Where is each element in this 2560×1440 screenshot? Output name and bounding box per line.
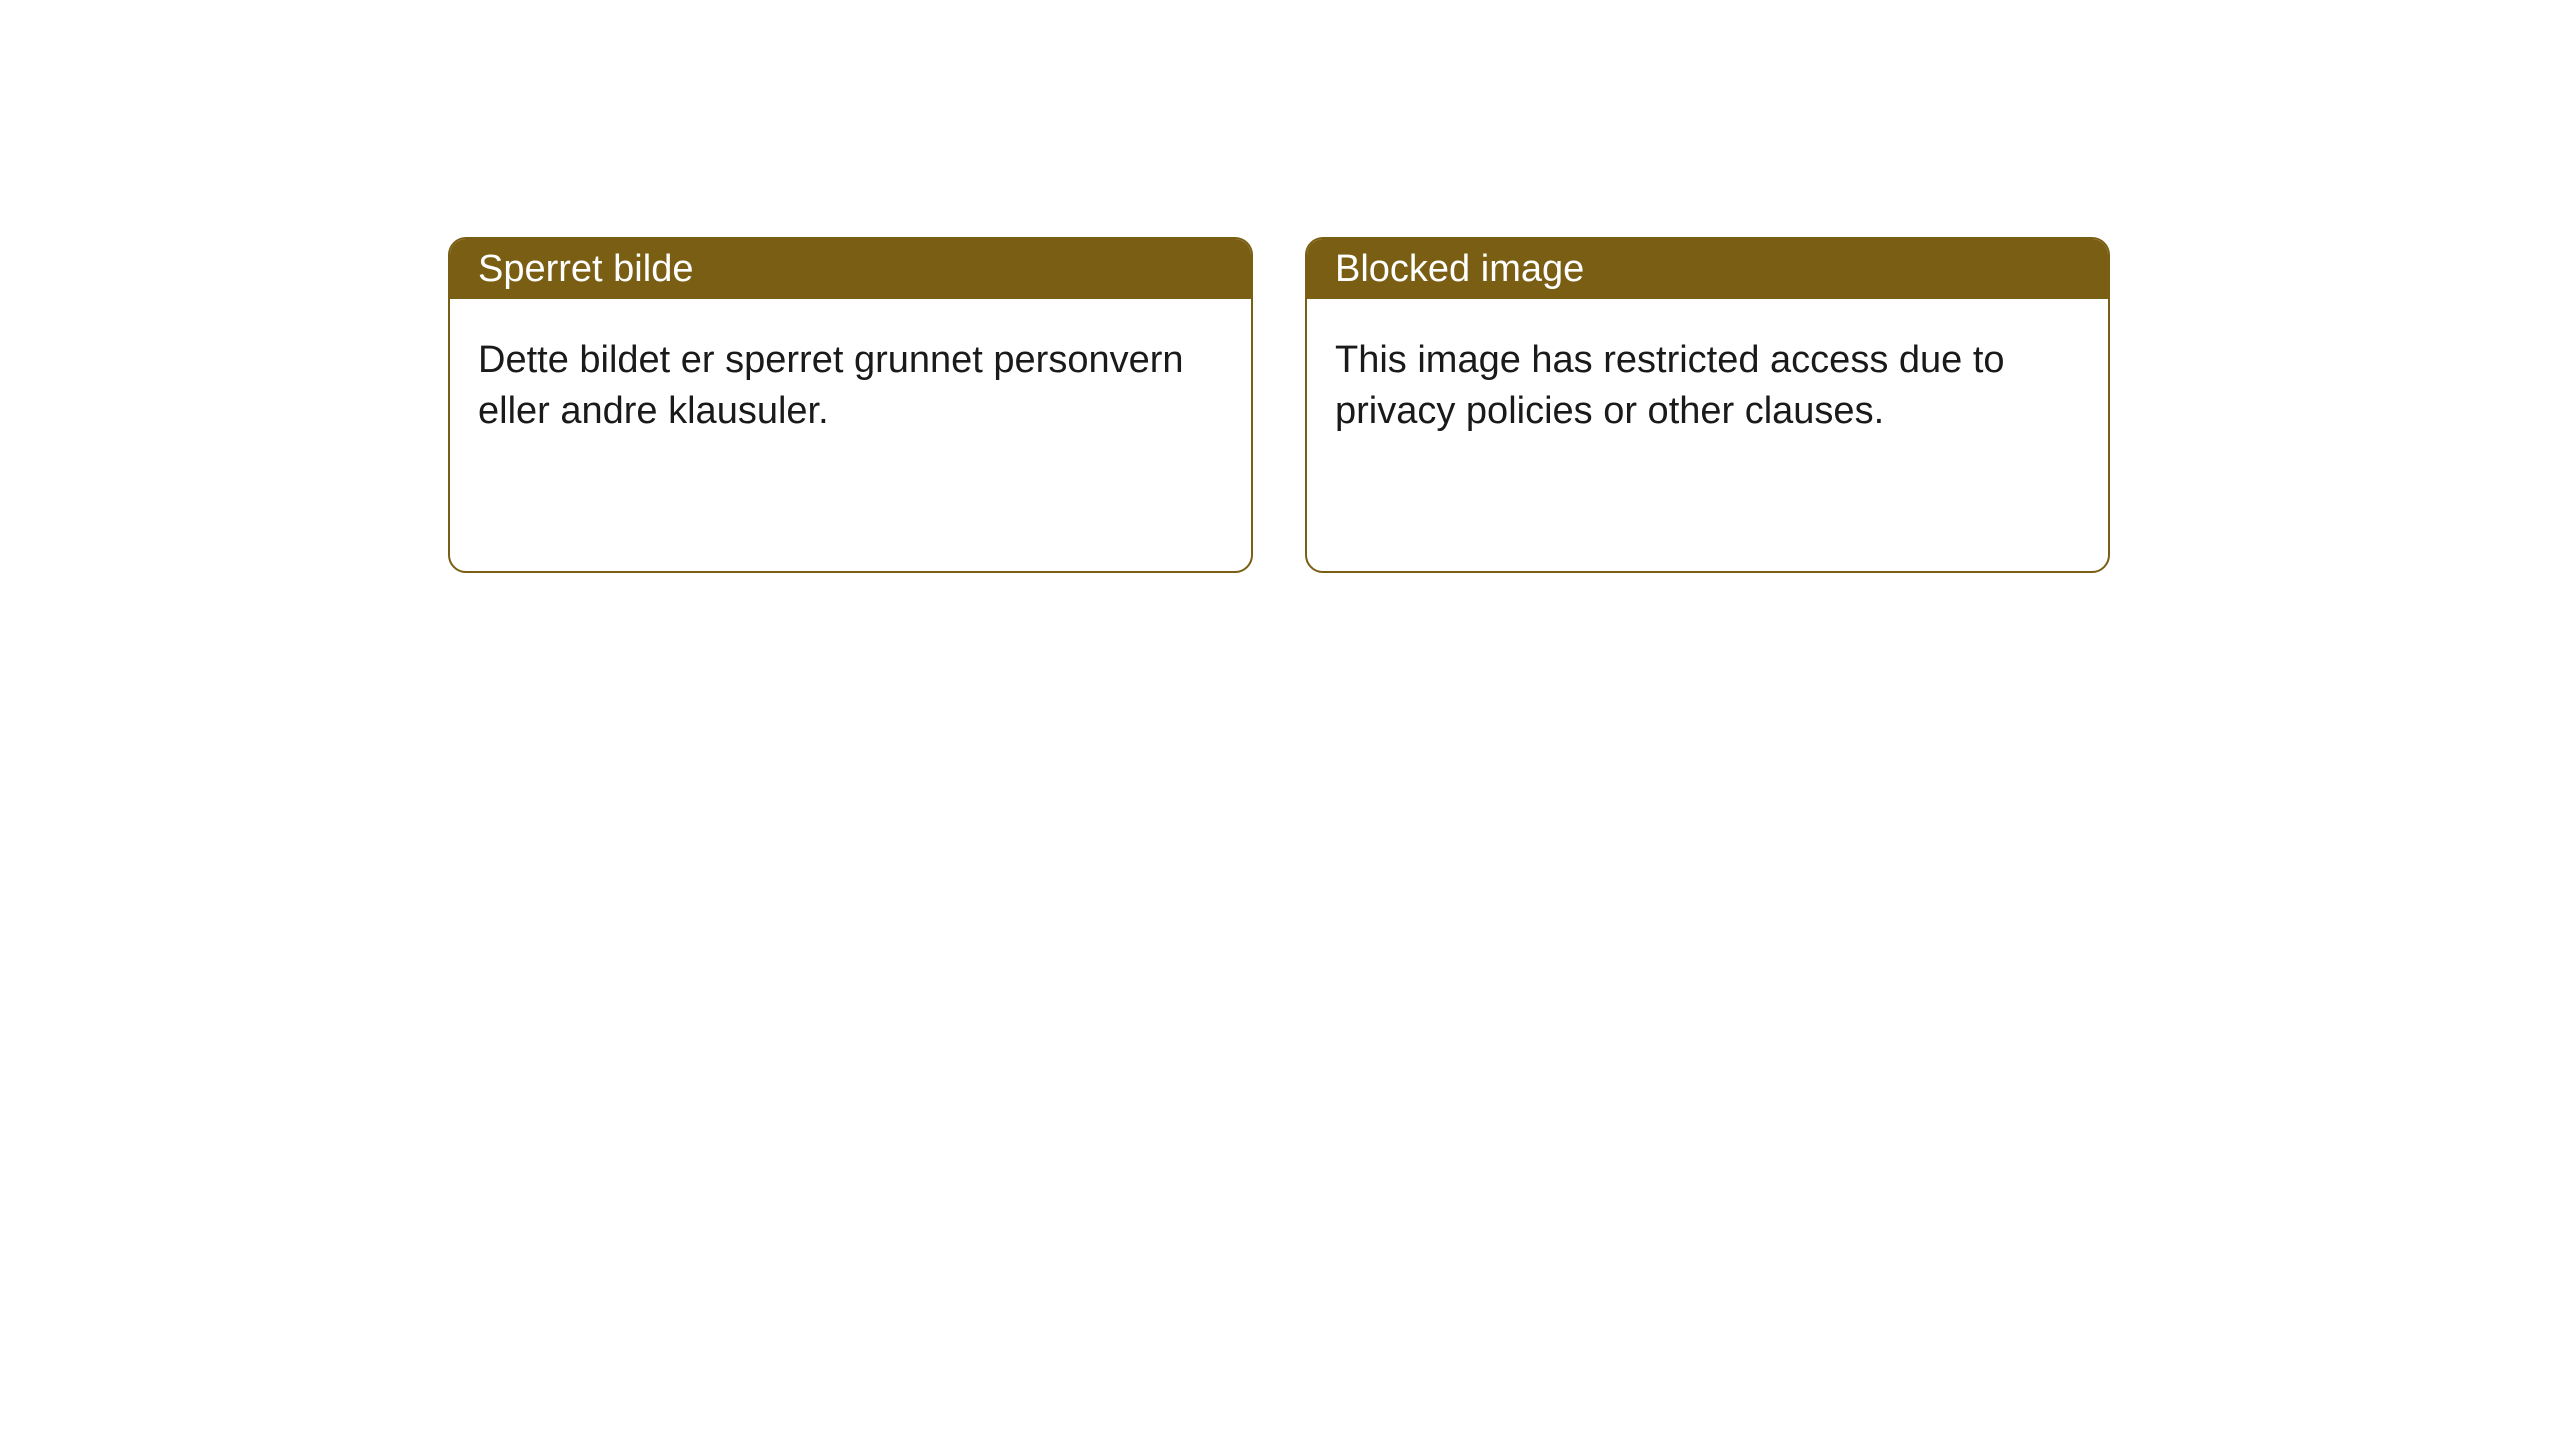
notice-header: Blocked image xyxy=(1307,239,2108,299)
notice-header: Sperret bilde xyxy=(450,239,1251,299)
notice-container: Sperret bilde Dette bildet er sperret gr… xyxy=(0,0,2560,573)
notice-body: Dette bildet er sperret grunnet personve… xyxy=(450,299,1251,474)
notice-card-english: Blocked image This image has restricted … xyxy=(1305,237,2110,573)
notice-body: This image has restricted access due to … xyxy=(1307,299,2108,474)
notice-card-norwegian: Sperret bilde Dette bildet er sperret gr… xyxy=(448,237,1253,573)
